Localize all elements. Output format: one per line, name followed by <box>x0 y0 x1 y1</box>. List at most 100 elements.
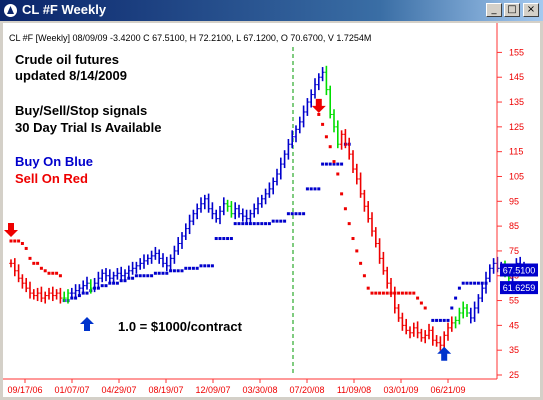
stop-dot <box>51 271 55 275</box>
stop-dot <box>362 274 366 278</box>
y-tick-label: 75 <box>509 246 519 256</box>
price-bar <box>465 304 469 317</box>
buy-arrow-icon <box>80 316 94 331</box>
price-bar <box>199 197 203 213</box>
stop-dot <box>473 281 477 285</box>
x-tick-label: 09/17/06 <box>7 385 42 395</box>
sell-arrow-icon <box>4 223 18 237</box>
minimize-button[interactable]: _ <box>486 3 502 17</box>
price-bar <box>127 265 131 279</box>
stop-dot <box>237 222 241 226</box>
stop-dot <box>324 162 328 166</box>
stop-dot <box>188 266 192 270</box>
stop-dot <box>28 256 32 260</box>
stop-dot <box>77 294 81 298</box>
minimize-icon: _ <box>491 4 497 15</box>
annotation-buy-on-blue: Buy On Blue <box>15 154 93 169</box>
stop-dot <box>32 261 36 265</box>
cycle-lines <box>292 47 294 375</box>
stop-dot <box>408 291 412 295</box>
close-button[interactable]: × <box>523 3 539 17</box>
price-bar <box>142 254 146 269</box>
price-bar <box>389 277 393 298</box>
stop-dot <box>157 271 161 275</box>
price-bar <box>488 264 492 283</box>
x-tick-label: 04/29/07 <box>101 385 136 395</box>
stop-dot <box>47 271 51 275</box>
price-tags: 67.5100 61.6259 <box>500 263 538 295</box>
x-tick-label: 12/09/07 <box>195 385 230 395</box>
price-bar <box>130 261 135 275</box>
stop-dot <box>321 162 325 166</box>
stop-dot <box>404 291 408 295</box>
stop-dot <box>275 219 279 223</box>
chart-area[interactable]: 2535455565758595105115125135145155 09/17… <box>3 23 540 397</box>
stop-dot <box>222 237 226 241</box>
stop-dot <box>207 264 211 268</box>
annotation-title-line1: Crude oil futures <box>15 52 119 67</box>
price-bar <box>393 286 397 314</box>
stop-dot <box>305 187 309 191</box>
x-tick-label: 06/21/09 <box>430 385 465 395</box>
stop-dot <box>9 239 13 243</box>
app-logo-icon <box>3 3 18 18</box>
chart-header: CL #F [Weekly] 08/09/09 -3.4200 C 67.510… <box>9 33 371 43</box>
stop-dot <box>283 219 287 223</box>
price-bar <box>446 322 450 341</box>
stop-dot <box>279 219 283 223</box>
stop-dot <box>469 281 473 285</box>
stop-dot <box>17 239 21 243</box>
y-tick-label: 145 <box>509 72 524 82</box>
stop-dot <box>184 266 188 270</box>
stop-dot <box>150 274 154 278</box>
stop-dot <box>347 222 351 226</box>
y-tick-label: 125 <box>509 122 524 132</box>
price-bar <box>469 307 473 324</box>
stop-dot <box>359 261 363 265</box>
x-tick-label: 03/01/09 <box>383 385 418 395</box>
stop-dot <box>457 286 461 290</box>
stop-dot <box>416 296 420 300</box>
price-bar <box>351 150 355 174</box>
x-tick-label: 01/07/07 <box>54 385 89 395</box>
price-bar <box>9 259 13 268</box>
window-titlebar[interactable]: CL #F Weekly _ □ × <box>0 0 543 21</box>
x-tick-label: 08/19/07 <box>148 385 183 395</box>
price-bar <box>149 250 154 264</box>
price-bar <box>286 139 291 160</box>
x-tick-label: 11/09/08 <box>337 385 371 395</box>
stop-dot <box>476 281 480 285</box>
stop-dot <box>138 274 142 278</box>
price-bar <box>279 157 283 180</box>
price-bar <box>412 322 416 337</box>
price-bar <box>343 129 348 149</box>
price-bar <box>366 201 370 223</box>
buy-arrow-icon <box>437 346 452 361</box>
price-bar <box>157 249 161 264</box>
stop-dot <box>176 269 180 273</box>
price-bar <box>184 223 188 241</box>
stop-dot <box>256 222 260 226</box>
price-tag: 67.5100 <box>500 263 538 277</box>
price-bar <box>161 253 165 268</box>
stop-dot <box>233 222 237 226</box>
price-chart: 2535455565758595105115125135145155 09/17… <box>3 23 538 395</box>
price-bar <box>92 277 97 293</box>
stop-dot <box>317 112 321 116</box>
stop-dot <box>165 271 169 275</box>
price-bar <box>328 85 332 119</box>
annotation-trial: 30 Day Trial Is Available <box>15 120 161 135</box>
price-bar <box>480 282 484 303</box>
stop-dot <box>298 212 302 216</box>
stop-dot <box>340 192 344 196</box>
price-bar <box>237 204 241 218</box>
stop-dot <box>343 207 347 211</box>
maximize-button[interactable]: □ <box>504 3 520 17</box>
x-tick-label: 03/30/08 <box>242 385 277 395</box>
y-tick-label: 25 <box>509 370 519 380</box>
price-bar <box>317 73 321 91</box>
price-bar <box>453 316 458 329</box>
price-bar <box>423 330 427 344</box>
price-bar <box>438 336 443 351</box>
y-tick-label: 95 <box>509 196 519 206</box>
